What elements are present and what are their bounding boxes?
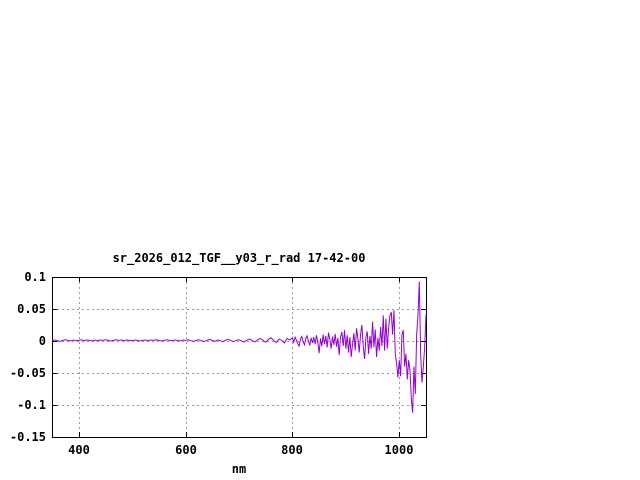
x-axis-label: nm <box>231 462 247 476</box>
chart-title: sr_2026_012_TGF__y03_r_rad 17-42-00 <box>112 251 366 265</box>
y-tick-label: 0 <box>38 334 46 348</box>
data-series-line <box>51 281 427 413</box>
plot-border <box>52 277 427 438</box>
y-tick-label: 0.05 <box>17 302 46 316</box>
y-tick-label: -0.05 <box>9 366 46 380</box>
y-tick-label: -0.1 <box>17 398 46 412</box>
x-tick-label: 600 <box>175 443 197 457</box>
grid-lines <box>52 277 426 437</box>
tick-marks <box>52 277 426 438</box>
x-tick-label: 1000 <box>384 443 414 457</box>
y-tick-label: 0.1 <box>24 270 46 284</box>
x-tick-label: 400 <box>68 443 90 457</box>
x-tick-label: 800 <box>281 443 303 457</box>
y-tick-label: -0.15 <box>9 430 46 444</box>
